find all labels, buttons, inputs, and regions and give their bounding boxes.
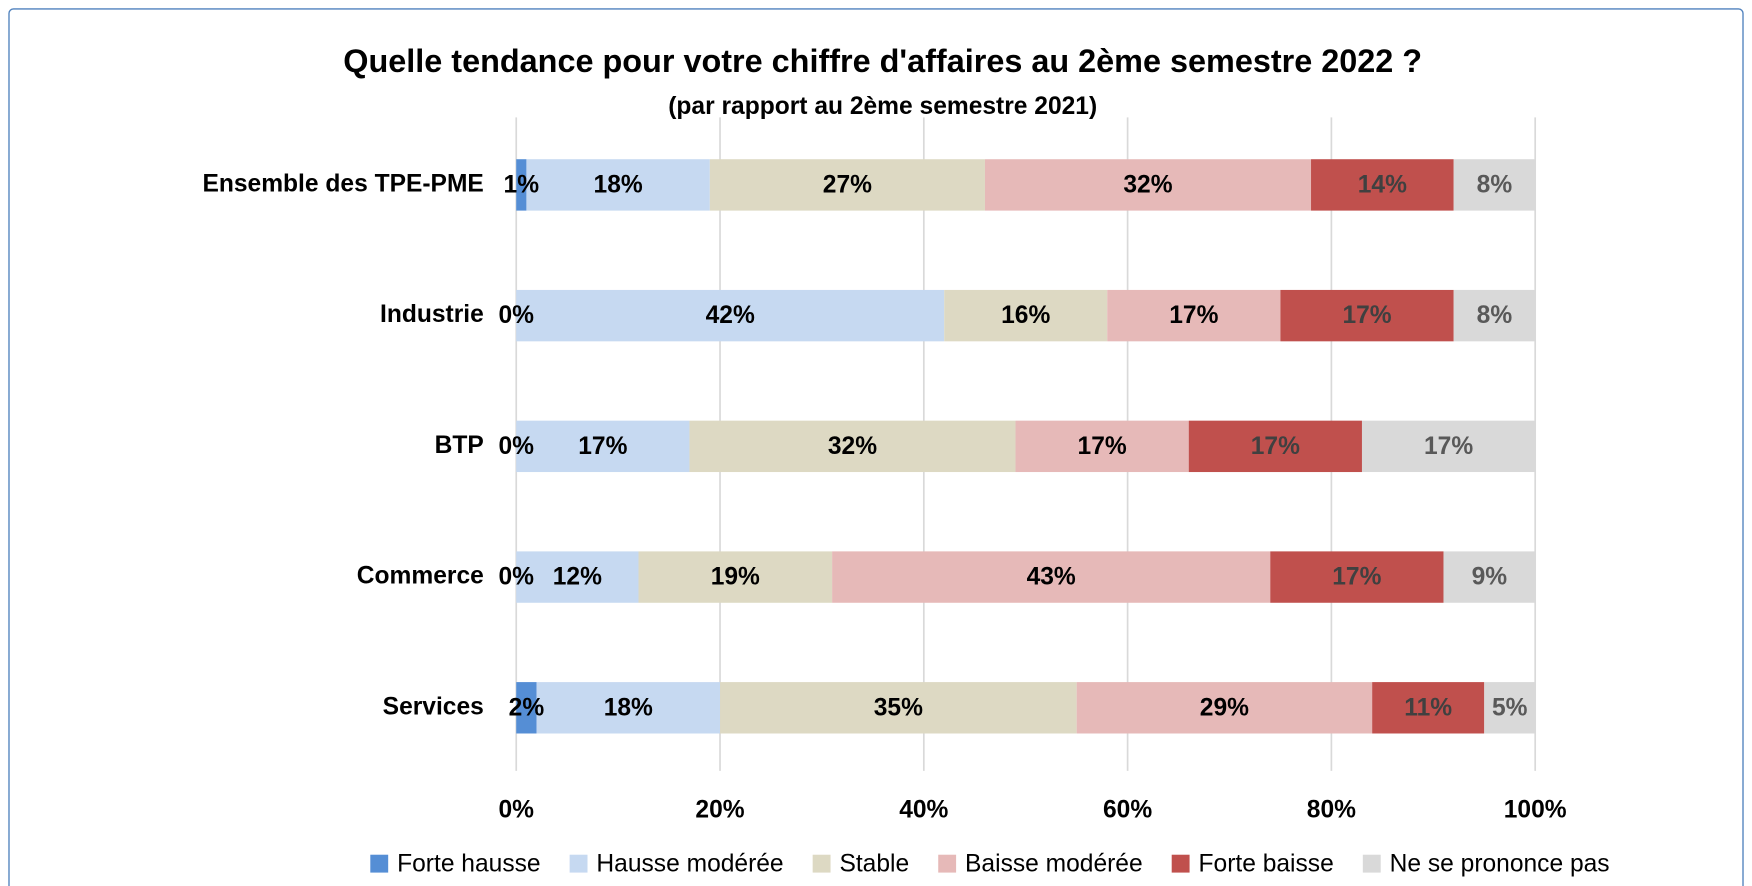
- chart-subtitle: (par rapport au 2ème semestre 2021): [668, 93, 1097, 120]
- bar-segment: [1443, 551, 1536, 603]
- data-label: 17%: [1169, 302, 1218, 329]
- bar-segment: [1372, 682, 1485, 734]
- x-tick-label: 60%: [1103, 797, 1152, 824]
- y-tick-label: Industrie: [380, 301, 484, 328]
- bar-segment: [536, 682, 721, 734]
- bar-segment: [1015, 420, 1189, 473]
- legend-label: Forte baisse: [1199, 850, 1334, 877]
- bar-segment: [516, 420, 690, 473]
- data-label: 17%: [1251, 433, 1300, 460]
- legend-swatch: [812, 854, 831, 873]
- legend-label: Hausse modérée: [596, 850, 783, 877]
- legend-swatch: [938, 854, 957, 873]
- bar-segment: [1361, 420, 1536, 473]
- data-label: 2%: [509, 694, 545, 721]
- data-label: 18%: [604, 694, 653, 721]
- bar-segment: [1107, 289, 1281, 342]
- bar-segment: [638, 551, 833, 603]
- data-label: 17%: [1424, 433, 1473, 460]
- legend-label: Baisse modérée: [965, 850, 1143, 877]
- x-tick-label: 0%: [498, 797, 534, 824]
- bar-segment: [516, 682, 537, 734]
- bar-segment: [516, 159, 527, 211]
- bar-segment: [516, 289, 945, 342]
- legend-item: Stable: [812, 850, 909, 877]
- bar-segment: [1270, 551, 1444, 603]
- data-label: 5%: [1492, 694, 1528, 721]
- y-tick-label: Commerce: [357, 563, 484, 590]
- bar-segment: [944, 289, 1108, 342]
- data-label: 19%: [711, 564, 760, 591]
- bar-segment: [526, 159, 710, 211]
- data-label: 32%: [1123, 172, 1172, 199]
- bar-segment: [709, 159, 985, 211]
- x-tick-label: 100%: [1504, 797, 1567, 824]
- bar-segment: [1280, 289, 1454, 342]
- data-label: 29%: [1200, 694, 1249, 721]
- y-tick-label: Ensemble des TPE-PME: [202, 170, 483, 197]
- legend-item: Baisse modérée: [938, 850, 1143, 877]
- bar-segment: [1076, 682, 1373, 734]
- x-tick-label: 80%: [1307, 797, 1356, 824]
- bar-segment: [1453, 159, 1536, 211]
- data-label: 1%: [504, 172, 540, 199]
- bar-segment: [1453, 289, 1536, 342]
- data-label: 43%: [1027, 564, 1076, 591]
- data-label: 17%: [578, 433, 627, 460]
- data-label: 9%: [1472, 564, 1508, 591]
- data-label: 35%: [874, 694, 923, 721]
- legend-swatch: [569, 854, 588, 873]
- data-label: 0%: [498, 302, 534, 329]
- data-label: 42%: [706, 302, 755, 329]
- legend-item: Forte hausse: [370, 850, 541, 877]
- legend-label: Stable: [839, 850, 909, 877]
- legend-swatch: [1362, 854, 1381, 873]
- data-label: 0%: [498, 433, 534, 460]
- legend-swatch: [1171, 854, 1190, 873]
- data-label: 14%: [1358, 172, 1407, 199]
- x-tick-label: 20%: [695, 797, 744, 824]
- data-label: 32%: [828, 433, 877, 460]
- legend-item: Forte baisse: [1171, 850, 1334, 877]
- bar-segment: [984, 159, 1312, 211]
- bar-segment: [1188, 420, 1362, 473]
- chart-title: Quelle tendance pour votre chiffre d'aff…: [343, 43, 1422, 79]
- legend-item: Hausse modérée: [569, 850, 784, 877]
- legend-label: Forte hausse: [397, 850, 540, 877]
- bar-segment: [1484, 682, 1536, 734]
- data-label: 16%: [1001, 302, 1050, 329]
- legend-item: Ne se prononce pas: [1362, 850, 1610, 877]
- legend-label: Ne se prononce pas: [1390, 850, 1610, 877]
- legend-swatch: [370, 854, 389, 873]
- bar-segment: [516, 551, 639, 603]
- data-label: 27%: [823, 172, 872, 199]
- y-tick-label: BTP: [435, 432, 484, 459]
- data-label: 0%: [498, 564, 534, 591]
- bar-segment: [720, 682, 1077, 734]
- bar-segment: [832, 551, 1271, 603]
- data-label: 8%: [1477, 172, 1513, 199]
- data-label: 12%: [553, 564, 602, 591]
- data-label: 18%: [594, 172, 643, 199]
- bar-segment: [689, 420, 1016, 473]
- data-label: 11%: [1404, 694, 1452, 721]
- data-label: 17%: [1342, 302, 1391, 329]
- y-tick-label: Services: [383, 693, 484, 720]
- data-label: 17%: [1332, 564, 1381, 591]
- x-tick-label: 40%: [899, 797, 948, 824]
- bar-segment: [1311, 159, 1454, 211]
- data-label: 8%: [1477, 302, 1513, 329]
- data-label: 17%: [1078, 433, 1127, 460]
